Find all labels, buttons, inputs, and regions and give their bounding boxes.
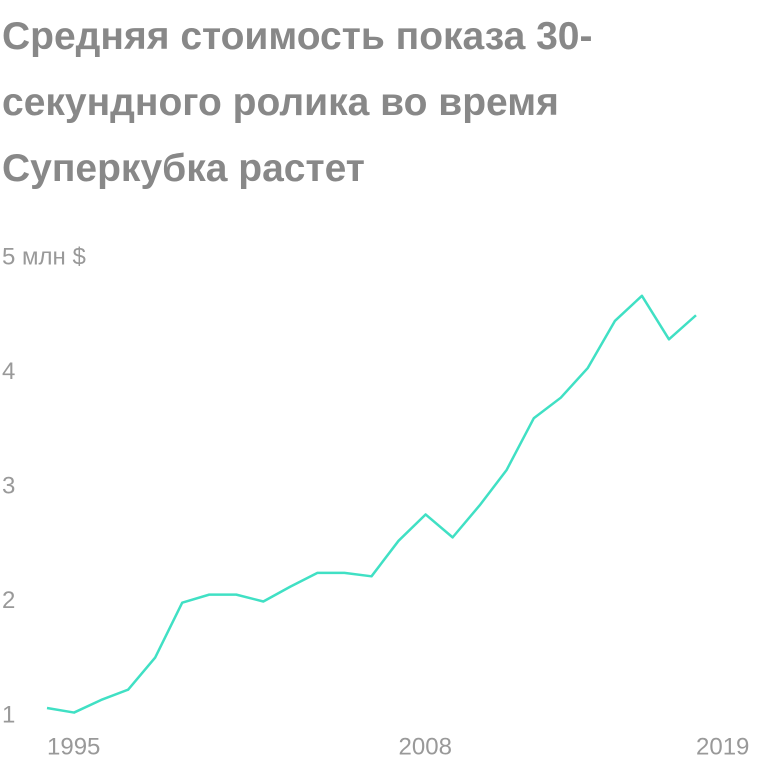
y-tick-label: 2 xyxy=(2,587,15,614)
data-line xyxy=(46,294,697,714)
chart-title: Средняя стоимость показа 30-секундного р… xyxy=(2,15,593,190)
y-tick-label: 4 xyxy=(2,358,15,385)
x-tick-label: 2019 xyxy=(696,733,749,760)
y-tick-label: 3 xyxy=(2,472,15,499)
x-tick-label: 1995 xyxy=(47,733,100,760)
y-tick-label: 1 xyxy=(2,701,15,728)
y-tick-label: 5 млн $ xyxy=(2,243,86,270)
x-tick-label: 2008 xyxy=(399,733,452,760)
